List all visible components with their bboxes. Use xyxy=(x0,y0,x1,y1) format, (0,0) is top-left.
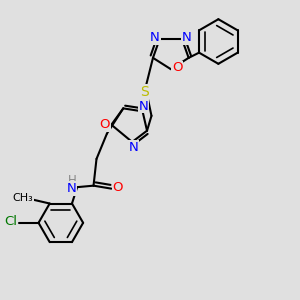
Text: H: H xyxy=(68,174,76,187)
Text: N: N xyxy=(150,32,160,44)
Text: O: O xyxy=(112,181,123,194)
Text: N: N xyxy=(129,141,139,154)
Text: S: S xyxy=(140,85,148,99)
Text: Cl: Cl xyxy=(4,215,17,228)
Text: N: N xyxy=(67,182,77,195)
Text: N: N xyxy=(182,32,191,44)
Text: O: O xyxy=(100,118,110,131)
Text: O: O xyxy=(172,61,183,74)
Text: CH₃: CH₃ xyxy=(13,193,33,202)
Text: N: N xyxy=(138,100,148,112)
